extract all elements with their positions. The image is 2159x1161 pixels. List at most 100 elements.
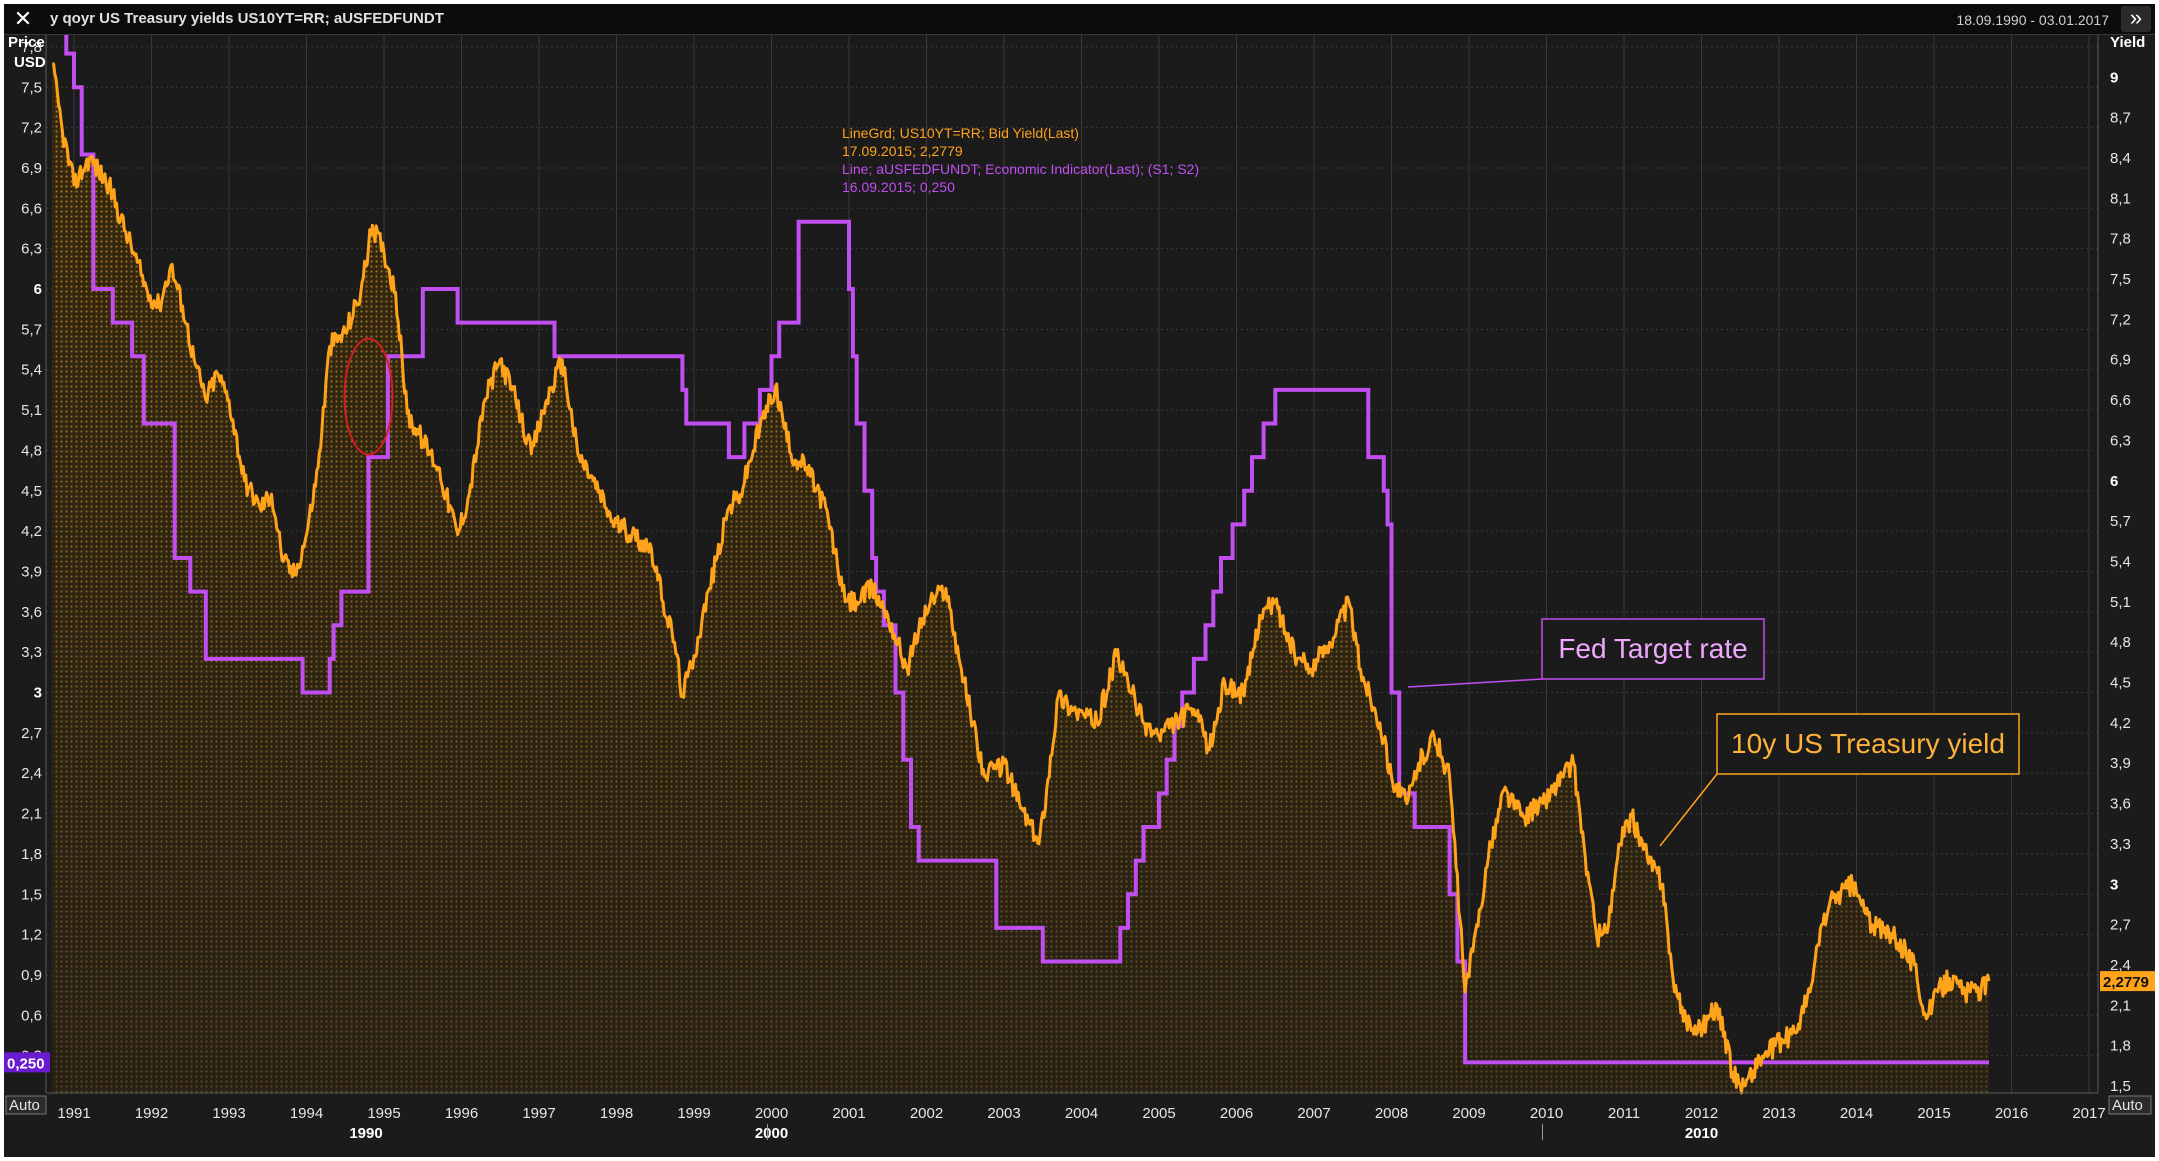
- treasury-label-box[interactable]: [1716, 713, 2020, 775]
- right-tick-label: 3,9: [2110, 755, 2131, 772]
- right-tick-label: 7,8: [2110, 231, 2131, 248]
- left-tick-label: 7,5: [21, 79, 42, 96]
- right-tick-label: 8,4: [2110, 150, 2131, 167]
- x-tick-label: 2007: [1297, 1105, 1330, 1122]
- fed-callout-line: [1407, 678, 1543, 688]
- treasury-label: 10y US Treasury yield: [1731, 728, 2005, 759]
- left-tick-label: 6,3: [21, 241, 42, 258]
- right-axis-title: Yield: [2110, 34, 2145, 51]
- right-tick-label: 3,6: [2110, 796, 2131, 813]
- right-tick-label: 3: [2110, 876, 2118, 893]
- x-tick-label: 1999: [677, 1105, 710, 1122]
- x-tick-label: 2014: [1840, 1105, 1873, 1122]
- x-tick-label: 2005: [1142, 1105, 1175, 1122]
- right-tick-label: 8,7: [2110, 110, 2131, 127]
- left-tick-label: 5,1: [21, 402, 42, 419]
- fed-label-box[interactable]: [1541, 618, 1765, 680]
- right-auto-label: Auto: [2112, 1097, 2143, 1114]
- x-tick-label: 1993: [212, 1105, 245, 1122]
- x-tick-label: 2000: [755, 1105, 788, 1122]
- expand-button[interactable]: »: [2121, 6, 2151, 32]
- left-tick-label: 2,1: [21, 806, 42, 823]
- x-tick-label: 2017: [2072, 1105, 2105, 1122]
- legend-treasury-value: 17.09.2015; 2,2779: [842, 143, 963, 159]
- x-tick-label: 1998: [600, 1105, 633, 1122]
- x-tick-label: 1994: [290, 1105, 323, 1122]
- left-tick-label: 0,6: [21, 1007, 42, 1024]
- fed-value-badge-text: 0,250: [7, 1055, 45, 1072]
- right-tick-label: 2,7: [2110, 917, 2131, 934]
- chart-plot[interactable]: 7,8 7,5 7,2 6,9 6,6 6,3 6 5,7 5,4 5,1 4,8 4,5 4,2 3,9…: [4, 4, 2155, 1157]
- right-tick-label: 6: [2110, 473, 2118, 490]
- treasury-area: [52, 63, 1989, 1093]
- decade-label: 1990: [349, 1125, 382, 1142]
- x-tick-label: 1992: [135, 1105, 168, 1122]
- right-tick-label: 4,5: [2110, 675, 2131, 692]
- x-tick-label: 2001: [832, 1105, 865, 1122]
- treasury-line: [52, 62, 1991, 1095]
- left-tick-label: 3,6: [21, 604, 42, 621]
- x-tick-label: 1995: [367, 1105, 400, 1122]
- highlight-ellipse-layer: [343, 337, 394, 456]
- x-tick-label: 2006: [1220, 1105, 1253, 1122]
- chart-window: 7,8 7,5 7,2 6,9 6,6 6,3 6 5,7 5,4 5,1 4,8 4,5 4,2 3,9…: [4, 4, 2155, 1157]
- treasury-value-badge-text: 2,2779: [2103, 974, 2149, 991]
- treasury-value-badge: [2100, 971, 2155, 992]
- x-tick-label: 1996: [445, 1105, 478, 1122]
- x-tick-label: 2013: [1762, 1105, 1795, 1122]
- left-tick-label: 5,7: [21, 321, 42, 338]
- right-tick-label: 7,2: [2110, 311, 2131, 328]
- x-tick-label: 2012: [1685, 1105, 1718, 1122]
- right-tick-label: 5,7: [2110, 513, 2131, 530]
- x-tick-label: 2004: [1065, 1105, 1098, 1122]
- right-tick-label: 5,1: [2110, 594, 2131, 611]
- highlight-ellipse: [343, 337, 394, 456]
- left-tick-label: 4,2: [21, 523, 42, 540]
- left-axis-unit: USD: [14, 54, 46, 71]
- right-tick-label: 8,1: [2110, 190, 2131, 207]
- left-tick-label: 4,5: [21, 483, 42, 500]
- right-tick-label: 2,4: [2110, 957, 2131, 974]
- left-tick-label: 7,8: [21, 39, 42, 56]
- fed-label: Fed Target rate: [1558, 633, 1747, 664]
- left-tick-label: 4,8: [21, 442, 42, 459]
- right-tick-label: 7,5: [2110, 271, 2131, 288]
- left-tick-label: 1,2: [21, 927, 42, 944]
- right-tick-label: 4,8: [2110, 634, 2131, 651]
- left-tick-label: 1,5: [21, 886, 42, 903]
- left-tick-label: 6: [34, 281, 42, 298]
- right-tick-label: 6,6: [2110, 392, 2131, 409]
- x-tick-label: 2016: [1995, 1105, 2028, 1122]
- left-tick-label: 0,9: [21, 967, 42, 984]
- right-tick-label: 6,9: [2110, 352, 2131, 369]
- axis-layer: 7,8 7,5 7,2 6,9 6,6 6,3 6 5,7 5,4 5,1 4,8 4,5 4,2 3,9…: [4, 34, 2155, 1142]
- x-tick-label: 2003: [987, 1105, 1020, 1122]
- close-button[interactable]: ✕: [13, 6, 33, 31]
- left-tick-label: 7,2: [21, 120, 42, 137]
- legend-treasury-name: LineGrd; US10YT=RR; Bid Yield(Last): [842, 125, 1079, 141]
- left-tick-label: 6,9: [21, 160, 42, 177]
- x-tick-label: 1991: [57, 1105, 90, 1122]
- x-tick-label: 1997: [522, 1105, 555, 1122]
- right-tick-label: 2,1: [2110, 997, 2131, 1014]
- left-tick-label: 3,9: [21, 563, 42, 580]
- chart-title: y qoyr US Treasury yields US10YT=RR; aUS…: [50, 10, 444, 27]
- title-bar: ✕ y qoyr US Treasury yields US10YT=RR; a…: [4, 4, 2155, 35]
- right-tick-label: 9: [2110, 69, 2118, 86]
- right-tick-label: 4,2: [2110, 715, 2131, 732]
- x-tick-label: 2002: [910, 1105, 943, 1122]
- right-tick-label: 1,5: [2110, 1078, 2131, 1095]
- left-axis-title: Price: [8, 34, 45, 51]
- right-tick-label: 6,3: [2110, 432, 2131, 449]
- treasury-line-layer: [52, 62, 1991, 1095]
- left-tick-label: 5,4: [21, 362, 42, 379]
- legend-fed-value: 16.09.2015; 0,250: [842, 179, 955, 195]
- legend: LineGrd; US10YT=RR; Bid Yield(Last) 17.0…: [842, 125, 1199, 195]
- x-tick-label: 2011: [1608, 1105, 1640, 1122]
- right-tick-label: 3,3: [2110, 836, 2131, 853]
- right-tick-label: 5,4: [2110, 553, 2131, 570]
- x-tick-label: 2010: [1530, 1105, 1563, 1122]
- date-range: 18.09.1990 - 03.01.2017: [1956, 12, 2109, 28]
- left-auto-box: [5, 1095, 47, 1115]
- left-tick-label: 6,6: [21, 200, 42, 217]
